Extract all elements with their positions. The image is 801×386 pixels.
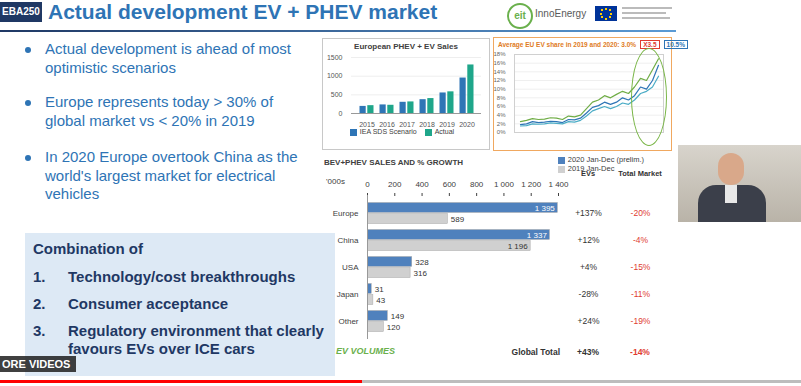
- svg-text:2019: 2019: [439, 121, 455, 128]
- svg-text:1 200: 1 200: [521, 180, 542, 189]
- svg-text:4%: 4%: [497, 112, 506, 118]
- html-text:10.5%: 10.5%: [666, 41, 685, 48]
- svg-text:43: 43: [376, 296, 385, 305]
- svg-text:500: 500: [331, 91, 343, 98]
- svg-text:0: 0: [365, 180, 370, 189]
- svg-text:149: 149: [391, 312, 405, 321]
- svg-text:+24%: +24%: [578, 316, 600, 326]
- html-text:Total Market: Total Market: [618, 169, 662, 178]
- svg-text:0: 0: [339, 110, 343, 117]
- html-text:BEV+PHEV SALES AND % GROWTH: BEV+PHEV SALES AND % GROWTH: [324, 158, 464, 167]
- svg-text:600: 600: [443, 180, 457, 189]
- svg-text:2018: 2018: [419, 121, 435, 128]
- html-text:Global Total: Global Total: [511, 347, 560, 357]
- html-text:2020 Jan-Dec (prelim.): 2020 Jan-Dec (prelim.): [567, 155, 644, 164]
- svg-text:2015: 2015: [359, 121, 375, 128]
- svg-text:USA: USA: [342, 263, 359, 272]
- html-text:1.: 1.: [33, 268, 46, 285]
- svg-text:Other: Other: [338, 317, 358, 326]
- svg-text:1 196: 1 196: [508, 242, 529, 251]
- svg-text:+137%: +137%: [575, 208, 602, 218]
- html-text:+43%: +43%: [577, 347, 599, 357]
- svg-text:12%: 12%: [493, 77, 506, 83]
- svg-text:0%: 0%: [497, 129, 506, 135]
- svg-text:2016: 2016: [379, 121, 395, 128]
- html-text:Average EU EV share in 2019 an: Average EU EV share in 2019 and 2020: 3.…: [498, 41, 637, 48]
- svg-text:1000: 1000: [327, 72, 343, 79]
- svg-text:-4%: -4%: [633, 235, 649, 245]
- svg-text:Japan: Japan: [337, 290, 359, 299]
- svg-text:2020: 2020: [459, 121, 475, 128]
- html-text:eit: eit: [514, 10, 526, 21]
- html-text:Consumer acceptance: Consumer acceptance: [68, 295, 229, 312]
- svg-text:2%: 2%: [497, 121, 506, 127]
- html-text:'000s: '000s: [326, 177, 345, 186]
- html-text:In 2020 Europe overtook China: In 2020 Europe overtook China as the wor…: [45, 148, 298, 202]
- html-text:Actual: Actual: [434, 128, 455, 135]
- svg-text:+4%: +4%: [580, 262, 598, 272]
- html-text:X3.5: X3.5: [643, 41, 657, 48]
- svg-text:14%: 14%: [493, 69, 506, 75]
- html-text:-14%: -14%: [630, 347, 650, 357]
- html-text:2019 Jan-Dec: 2019 Jan-Dec: [567, 164, 615, 173]
- svg-text:800: 800: [470, 180, 484, 189]
- svg-text:10%: 10%: [493, 86, 506, 92]
- svg-text:Europe: Europe: [333, 209, 359, 218]
- svg-text:+12%: +12%: [578, 235, 600, 245]
- svg-text:328: 328: [415, 258, 429, 267]
- html-text:2.: 2.: [33, 295, 46, 312]
- html-text:InnoEnergy: InnoEnergy: [535, 8, 587, 19]
- html-text:Actual development is ahead of: Actual development is ahead of most opti…: [45, 40, 291, 76]
- svg-text:-19%: -19%: [631, 316, 651, 326]
- svg-text:1500: 1500: [327, 54, 343, 61]
- svg-text:18%: 18%: [493, 51, 506, 57]
- svg-text:31: 31: [375, 285, 384, 294]
- svg-text:1 337: 1 337: [527, 231, 548, 240]
- svg-text:-20%: -20%: [631, 208, 651, 218]
- svg-text:-15%: -15%: [631, 262, 651, 272]
- html-text:Technology/cost breakthroughs: Technology/cost breakthroughs: [68, 268, 296, 285]
- svg-text:2017: 2017: [399, 121, 415, 128]
- svg-text:1 400: 1 400: [548, 180, 569, 189]
- html-text:Europe represents today > 30%: Europe represents today > 30% of global …: [45, 93, 274, 129]
- html-text:Actual development EV + PHEV m: Actual development EV + PHEV market: [48, 0, 438, 23]
- html-text:Regulatory environment that cl: Regulatory environment that clearly favo…: [68, 322, 324, 357]
- svg-text:16%: 16%: [493, 60, 506, 66]
- svg-text:1 000: 1 000: [494, 180, 515, 189]
- html-text:EV VOLUMES: EV VOLUMES: [336, 346, 395, 356]
- svg-text:-28%: -28%: [579, 289, 599, 299]
- html-text:3.: 3.: [33, 322, 46, 339]
- svg-text:6%: 6%: [497, 103, 506, 109]
- svg-text:China: China: [338, 236, 359, 245]
- svg-text:8%: 8%: [497, 95, 506, 101]
- svg-text:120: 120: [387, 323, 401, 332]
- html-text:EVs: EVs: [580, 169, 596, 178]
- html-text:IEA SDS Scenario: IEA SDS Scenario: [359, 128, 417, 135]
- svg-text:1 395: 1 395: [535, 204, 556, 213]
- html-text:ORE VIDEOS: ORE VIDEOS: [2, 358, 71, 370]
- html-text:Combination of: Combination of: [33, 240, 143, 257]
- svg-text:316: 316: [414, 269, 428, 278]
- html-text:EBA250: EBA250: [2, 6, 40, 17]
- svg-text:200: 200: [388, 180, 402, 189]
- svg-text:400: 400: [415, 180, 429, 189]
- html-text:European PHEV + EV Sales: European PHEV + EV Sales: [354, 42, 458, 51]
- svg-text:589: 589: [451, 215, 465, 224]
- svg-text:-11%: -11%: [631, 289, 651, 299]
